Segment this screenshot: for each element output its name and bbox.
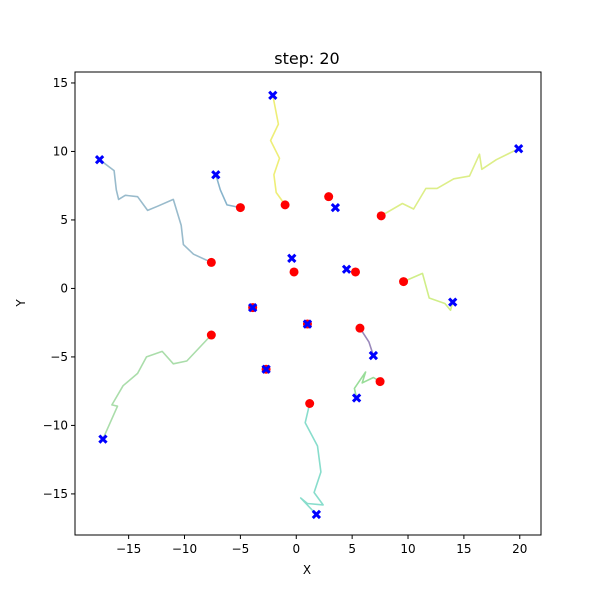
y-tick-label-0: 0 (60, 281, 68, 295)
goal-marker-a6 (311, 509, 322, 520)
goal-marker-s0 (287, 253, 297, 263)
goal-marker-s1 (341, 264, 352, 274)
current-position-a0 (280, 200, 290, 210)
x-axis: −15 −10 −5 0 5 10 15 20 (116, 535, 527, 556)
marker-layer (94, 90, 524, 520)
current-position-s2 (324, 192, 334, 202)
trajectory-0 (269, 95, 286, 206)
trajectory-6 (299, 403, 324, 516)
trajectory-7 (353, 371, 381, 399)
trajectory-5 (102, 334, 212, 440)
x-tick-label-0: 0 (292, 542, 300, 556)
plot-frame (74, 71, 542, 536)
goal-marker-a1 (94, 155, 105, 165)
goal-marker-s2 (330, 202, 341, 213)
goal-marker-a0 (268, 90, 278, 100)
y-tick-label-10: 10 (53, 144, 68, 158)
y-tick-label-15: 15 (53, 76, 68, 90)
current-position-a1 (206, 257, 216, 267)
y-tick-label--5: −5 (50, 350, 68, 364)
x-tick-label--10: −10 (172, 542, 197, 556)
x-tick-label-15: 15 (456, 542, 471, 556)
current-position-a2 (235, 203, 245, 213)
goal-marker-a5 (98, 434, 108, 444)
plot-area (75, 72, 541, 535)
y-tick-label--15: −15 (43, 487, 68, 501)
goal-marker-s3 (248, 302, 258, 313)
trajectory-4 (403, 272, 454, 312)
goal-marker-a7 (351, 393, 362, 403)
current-position-a6 (305, 398, 315, 408)
y-tick-label--10: −10 (43, 418, 68, 432)
x-tick-label--5: −5 (232, 542, 250, 556)
y-tick-label-5: 5 (60, 213, 68, 227)
x-tick-label-5: 5 (348, 542, 356, 556)
current-position-a8 (355, 323, 365, 333)
current-position-s0 (289, 267, 299, 277)
current-position-a4 (399, 277, 409, 287)
current-position-a3 (376, 211, 386, 221)
goal-marker-s4 (302, 319, 313, 329)
trajectory-1 (99, 159, 212, 264)
trajectory-layer (99, 95, 519, 516)
goal-marker-a8 (368, 350, 379, 361)
goal-marker-a2 (211, 170, 221, 180)
trajectory-2 (215, 174, 241, 209)
current-position-s1 (350, 267, 360, 277)
x-axis-label: X (303, 563, 311, 577)
current-position-a7 (375, 377, 385, 387)
goal-marker-a4 (448, 297, 458, 307)
trajectory-8 (359, 327, 375, 356)
trajectory-3 (380, 147, 519, 217)
x-tick-label--15: −15 (116, 542, 141, 556)
x-tick-label-10: 10 (400, 542, 415, 556)
y-axis: −15 −10 −5 0 5 10 15 (43, 76, 75, 501)
current-position-a5 (206, 330, 216, 340)
goal-marker-s5 (261, 364, 271, 374)
goal-marker-a3 (513, 144, 524, 154)
y-axis-label: Y (14, 299, 28, 308)
chart-title: step: 20 (274, 49, 339, 68)
x-tick-label-20: 20 (512, 542, 527, 556)
